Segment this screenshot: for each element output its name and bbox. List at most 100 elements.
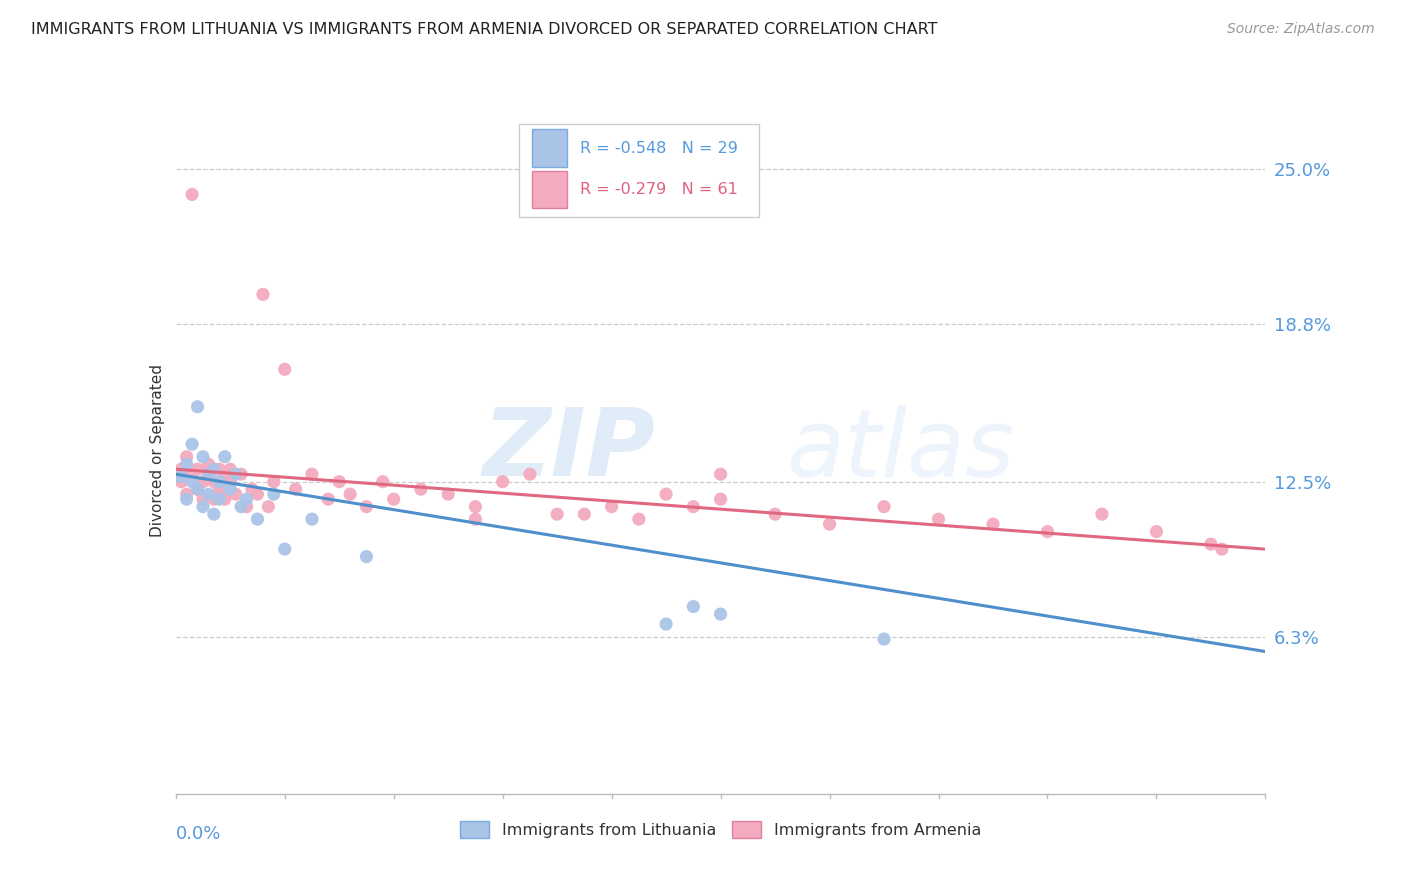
Point [873, 500, 896, 514]
Point [176, 457, 198, 471]
Text: ZIP: ZIP [482, 404, 655, 497]
Point [682, 599, 704, 614]
Point [191, 500, 214, 514]
Point [546, 507, 568, 521]
Point [186, 462, 209, 476]
Point [627, 512, 650, 526]
Point [371, 475, 394, 489]
Point [710, 607, 733, 621]
Point [1091, 507, 1114, 521]
Text: R = -0.548   N = 29: R = -0.548 N = 29 [581, 141, 738, 156]
Point [655, 617, 678, 632]
FancyBboxPatch shape [519, 124, 759, 217]
Point [176, 450, 198, 464]
Point [257, 500, 280, 514]
Point [208, 492, 231, 507]
Point [202, 492, 225, 507]
Point [240, 482, 263, 496]
Point [202, 507, 225, 521]
Text: 0.0%: 0.0% [176, 825, 221, 843]
Point [492, 475, 515, 489]
Point [252, 287, 274, 301]
Point [214, 492, 236, 507]
Point [197, 457, 219, 471]
Point [214, 467, 236, 482]
Point [181, 467, 204, 482]
Point [682, 500, 704, 514]
Point [214, 450, 236, 464]
Point [181, 475, 204, 489]
Point [763, 507, 786, 521]
Point [181, 437, 204, 451]
Point [928, 512, 950, 526]
Point [186, 400, 209, 414]
Point [655, 487, 678, 501]
Point [246, 487, 269, 501]
Point [176, 487, 198, 501]
Point [1144, 524, 1167, 539]
Point [1036, 524, 1059, 539]
Point [301, 467, 323, 482]
FancyBboxPatch shape [531, 129, 567, 167]
Point [382, 492, 405, 507]
Point [274, 362, 297, 376]
Point [191, 475, 214, 489]
Point [219, 462, 242, 476]
Point [235, 500, 257, 514]
Point [263, 487, 285, 501]
Point [191, 492, 214, 507]
Y-axis label: Divorced or Separated: Divorced or Separated [149, 364, 165, 537]
Text: IMMIGRANTS FROM LITHUANIA VS IMMIGRANTS FROM ARMENIA DIVORCED OR SEPARATED CORRE: IMMIGRANTS FROM LITHUANIA VS IMMIGRANTS … [31, 22, 938, 37]
Point [170, 469, 193, 483]
Point [197, 467, 219, 482]
Point [208, 462, 231, 476]
Point [873, 632, 896, 646]
Point [437, 487, 460, 501]
Point [339, 487, 361, 501]
Point [464, 512, 486, 526]
Legend: Immigrants from Lithuania, Immigrants from Armenia: Immigrants from Lithuania, Immigrants fr… [454, 815, 987, 844]
Point [1199, 537, 1222, 551]
Point [274, 542, 297, 557]
Point [409, 482, 432, 496]
Point [818, 517, 841, 532]
Point [191, 450, 214, 464]
Point [600, 500, 623, 514]
Point [208, 475, 231, 489]
FancyBboxPatch shape [531, 170, 567, 209]
Point [170, 475, 193, 489]
Point [219, 475, 242, 489]
Point [464, 500, 486, 514]
Point [225, 467, 247, 482]
Point [356, 500, 378, 514]
Point [981, 517, 1004, 532]
Point [208, 482, 231, 496]
Point [318, 492, 340, 507]
Text: R = -0.279   N = 61: R = -0.279 N = 61 [581, 182, 738, 197]
Point [181, 187, 204, 202]
Point [328, 475, 350, 489]
Point [710, 492, 733, 507]
Point [197, 467, 219, 482]
Point [176, 492, 198, 507]
Point [519, 467, 541, 482]
Point [574, 507, 596, 521]
Point [301, 512, 323, 526]
Point [219, 482, 242, 496]
Point [197, 487, 219, 501]
Point [186, 482, 209, 496]
Point [225, 487, 247, 501]
Point [202, 462, 225, 476]
Text: atlas: atlas [786, 405, 1014, 496]
Point [263, 475, 285, 489]
Point [284, 482, 307, 496]
Point [710, 467, 733, 482]
Point [235, 492, 257, 507]
Point [246, 512, 269, 526]
Point [1211, 542, 1233, 557]
Point [231, 467, 253, 482]
Point [231, 500, 253, 514]
Point [186, 482, 209, 496]
Text: Source: ZipAtlas.com: Source: ZipAtlas.com [1227, 22, 1375, 37]
Point [202, 475, 225, 489]
